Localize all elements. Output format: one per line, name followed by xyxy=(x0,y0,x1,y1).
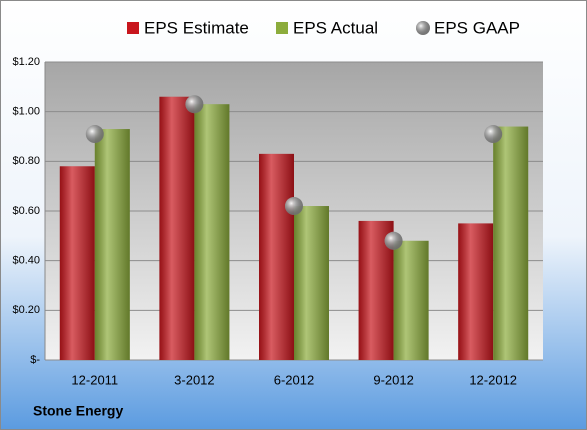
gaap-shine xyxy=(384,231,403,250)
x-tick-label: 6-2012 xyxy=(274,372,314,387)
gaap-shine xyxy=(484,125,503,144)
x-tick-label: 12-2011 xyxy=(71,372,118,387)
y-tick-label: $1.00 xyxy=(12,106,40,118)
bar-shine xyxy=(259,153,294,360)
gaap-shine xyxy=(185,95,204,114)
bar-shine xyxy=(393,240,429,360)
bar-shine xyxy=(458,223,494,360)
y-tick-label: $0.80 xyxy=(12,155,40,167)
bar-shine xyxy=(194,104,230,360)
x-tick-label: 9-2012 xyxy=(373,372,413,387)
bar-shine xyxy=(294,206,329,360)
y-tick-label: $0.40 xyxy=(12,255,40,267)
legend-marker xyxy=(276,22,288,34)
legend-label: EPS Estimate xyxy=(144,18,249,37)
x-tick-label: 3-2012 xyxy=(174,372,214,387)
y-tick-label: $0.60 xyxy=(12,205,40,217)
gaap-shine xyxy=(285,197,303,216)
y-tick-label: $1.20 xyxy=(12,56,40,68)
legend-shine xyxy=(416,21,430,35)
y-tick-label: $- xyxy=(30,354,40,366)
bar-shine xyxy=(493,126,529,360)
bar-shine xyxy=(159,96,195,361)
bar-shine xyxy=(94,129,130,360)
footer: Stone Energy xyxy=(33,403,123,419)
legend-marker xyxy=(127,22,139,34)
gaap-shine xyxy=(85,125,104,144)
bar-shine xyxy=(59,166,95,360)
legend-label: EPS Actual xyxy=(293,18,378,37)
x-tick-label: 12-2012 xyxy=(469,372,517,387)
y-tick-label: $0.20 xyxy=(12,304,40,316)
legend-label: EPS GAAP xyxy=(434,18,520,37)
